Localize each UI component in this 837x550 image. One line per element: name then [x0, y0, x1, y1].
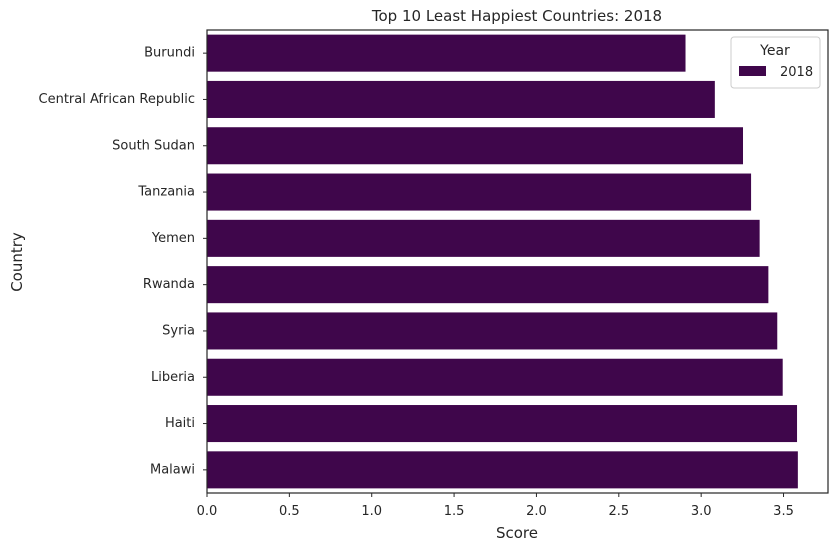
bar-syria: [207, 312, 778, 350]
x-axis-title: Score: [496, 524, 538, 542]
y-tick-label: Malawi: [150, 462, 195, 477]
x-tick-label: 1.0: [361, 504, 382, 519]
bars-layer: [207, 34, 798, 489]
x-tick-labels: 0.0 0.5 1.0 1.5 2.0 2.5 3.0 3.5: [197, 493, 794, 519]
y-tick-label: Yemen: [151, 231, 195, 246]
chart-title: Top 10 Least Happiest Countries: 2018: [371, 7, 662, 25]
legend-entry-label: 2018: [780, 65, 813, 80]
y-tick-label: Rwanda: [143, 277, 195, 292]
x-tick-label: 0.5: [279, 504, 300, 519]
y-axis-title: Country: [8, 232, 26, 292]
bar-central-african-republic: [207, 80, 715, 118]
legend: Year 2018: [730, 36, 821, 89]
bar-yemen: [207, 219, 760, 257]
bar-tanzania: [207, 173, 752, 211]
x-tick-label: 3.5: [773, 504, 794, 519]
legend-title: Year: [759, 43, 790, 59]
x-tick-label: 1.5: [444, 504, 465, 519]
bar-liberia: [207, 358, 783, 396]
y-tick-label: South Sudan: [112, 138, 195, 153]
x-tick-label: 3.0: [691, 504, 712, 519]
bar-malawi: [207, 451, 798, 489]
plot-frame: [206, 29, 829, 494]
y-tick-labels: Burundi Central African Republic South Sud…: [39, 46, 207, 477]
bar-haiti: [207, 405, 798, 443]
y-tick-label: Haiti: [165, 416, 195, 431]
x-tick-label: 2.0: [526, 504, 547, 519]
y-tick-label: Liberia: [151, 370, 195, 385]
bar-south-sudan: [207, 127, 744, 165]
y-tick-label: Syria: [162, 323, 195, 338]
legend-swatch: [739, 66, 766, 76]
x-tick-label: 2.5: [608, 504, 629, 519]
bar-rwanda: [207, 266, 769, 304]
y-tick-label: Burundi: [144, 46, 195, 61]
bar-burundi: [207, 34, 686, 72]
y-tick-label: Central African Republic: [39, 92, 195, 107]
y-tick-label: Tanzania: [137, 185, 195, 200]
x-tick-label: 0.0: [197, 504, 218, 519]
